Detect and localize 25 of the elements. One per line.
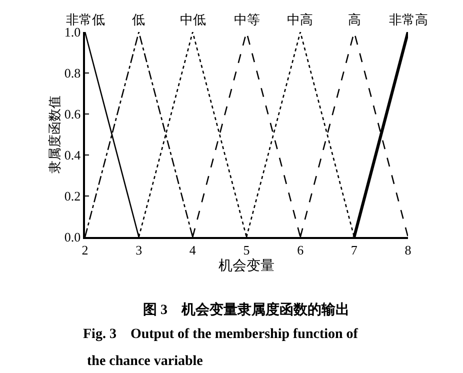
x-tick-label: 6	[297, 242, 304, 258]
series-label: 高	[348, 12, 361, 27]
y-axis-title: 隶属度函数值	[46, 96, 62, 174]
caption: 图 3 机会变量隶属度函数的输出	[143, 301, 350, 318]
y-tick-label: 0.8	[64, 66, 81, 81]
series-label: 非常高	[389, 12, 428, 27]
series-label: 中等	[234, 12, 260, 27]
y-tick-label: 0.6	[64, 106, 82, 122]
y-tick-label: 0.0	[64, 230, 81, 245]
y-tick-label: 0.2	[64, 188, 81, 204]
x-tick-label: 3	[136, 242, 142, 258]
y-tick-label: 0.4	[64, 148, 82, 163]
text: the chance variable	[87, 354, 203, 369]
series-label: 非常低	[66, 12, 105, 27]
series-label: 中高	[287, 12, 313, 27]
x-tick-label: 7	[350, 242, 358, 258]
x-tick-label: 2	[82, 242, 88, 258]
x-tick-label: 8	[404, 242, 412, 258]
x-tick-label: 4	[189, 242, 196, 258]
x-tick-label: 5	[243, 242, 250, 258]
y-tick-label: 1.0	[64, 24, 81, 40]
series-label: 中低	[180, 12, 206, 27]
caption: Fig. 3 Output of the membership function of	[83, 327, 358, 342]
x-axis-title: 机会变量	[218, 258, 274, 274]
series-label: 低	[132, 12, 145, 27]
